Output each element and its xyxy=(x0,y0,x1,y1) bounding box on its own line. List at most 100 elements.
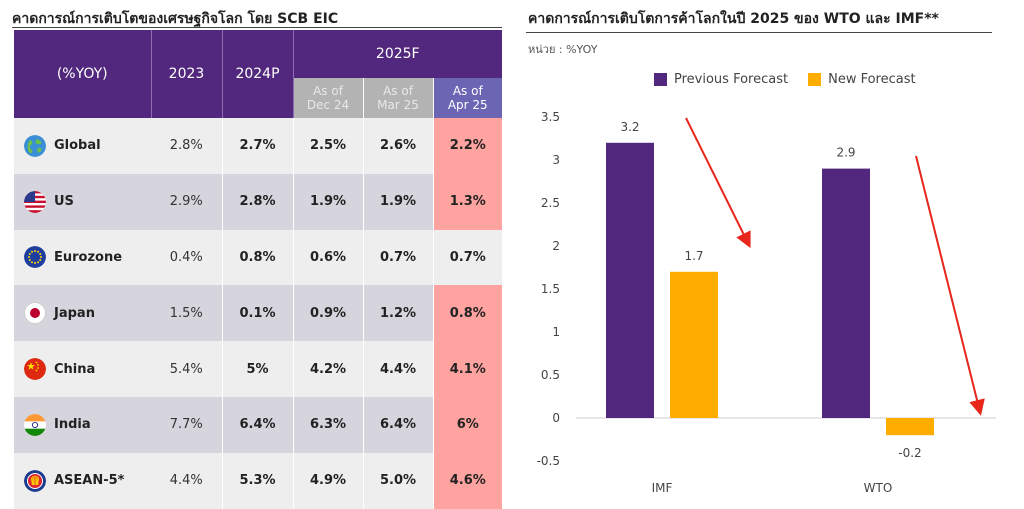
header-yoy-label: (%YOY) xyxy=(14,30,152,118)
gdp-forecast-table: (%YOY) 2023 2024P 2025F As of Dec 24 As … xyxy=(14,30,503,509)
value-2024p: 2.8% xyxy=(222,173,294,230)
legend-swatch-new xyxy=(808,73,822,86)
bar-wto-previous xyxy=(822,168,870,418)
y-tick-label: 2.5 xyxy=(541,196,560,210)
value-apr25: 0.7% xyxy=(433,229,503,286)
header-sub-line1: As of xyxy=(452,84,483,98)
value-2023: 4.4% xyxy=(151,452,223,509)
table-row: US 2.9% 2.8% 1.9% 1.9% 1.3% xyxy=(14,173,503,230)
value-mar25: 0.7% xyxy=(363,229,434,286)
table-title: คาดการณ์การเติบโตของเศรษฐกิจโลก โดย SCB … xyxy=(12,11,339,27)
value-mar25: 6.4% xyxy=(363,396,434,453)
title-divider xyxy=(12,27,502,28)
trade-bar-chart: 3.5 3 2.5 2 1.5 1 0.5 0 -0.5 3.2 2.9 1.7 -0.2 IMF WTO xyxy=(537,110,996,495)
value-dec24: 1.9% xyxy=(293,173,364,230)
y-tick-label: 1 xyxy=(552,325,560,339)
value-mar25: 2.6% xyxy=(363,118,434,174)
region-cell: China xyxy=(14,341,151,397)
value-2024p: 5% xyxy=(222,341,294,397)
legend-swatch-previous xyxy=(654,73,667,86)
header-2024p: 2024P xyxy=(222,30,294,118)
value-2023: 0.4% xyxy=(151,229,223,286)
arrow-imf-icon xyxy=(685,117,751,249)
y-tick-label: 3 xyxy=(552,153,560,167)
unit-label: หน่วย : %YOY xyxy=(528,43,598,56)
data-label: 3.2 xyxy=(620,120,639,134)
data-label: 1.7 xyxy=(684,249,703,263)
header-2023: 2023 xyxy=(151,30,223,118)
table-row: ASEAN-5* 4.4% 5.3% 4.9% 5.0% 4.6% xyxy=(14,452,503,509)
region-cell: India xyxy=(14,396,151,453)
header-sub-line2: Mar 25 xyxy=(377,98,419,112)
asean-flag-icon xyxy=(24,469,46,492)
region-name: India xyxy=(54,417,91,433)
data-label: 2.9 xyxy=(836,146,855,160)
region-cell: Japan xyxy=(14,285,151,342)
y-tick-label: 0.5 xyxy=(541,368,560,382)
bar-imf-new xyxy=(670,271,718,418)
legend-item-new: New Forecast xyxy=(808,72,916,87)
header-sub-line2: Dec 24 xyxy=(306,98,350,112)
globe-icon xyxy=(24,134,46,157)
value-2024p: 5.3% xyxy=(222,452,294,509)
value-dec24: 6.3% xyxy=(293,396,364,453)
legend-label: New Forecast xyxy=(828,72,916,87)
value-mar25: 1.9% xyxy=(363,173,434,230)
data-label: -0.2 xyxy=(898,446,921,460)
table-row: Japan 1.5% 0.1% 0.9% 1.2% 0.8% xyxy=(14,285,503,342)
y-tick-label: -0.5 xyxy=(537,454,560,468)
y-tick-label: 1.5 xyxy=(541,282,560,296)
region-name: US xyxy=(54,194,74,210)
value-mar25: 5.0% xyxy=(363,452,434,509)
value-2024p: 6.4% xyxy=(222,396,294,453)
header-2025f: 2025F xyxy=(375,46,420,62)
value-2023: 7.7% xyxy=(151,396,223,453)
arrow-wto-icon xyxy=(915,155,985,416)
legend-label: Previous Forecast xyxy=(674,72,789,87)
value-apr25: 4.1% xyxy=(433,341,503,397)
value-mar25: 1.2% xyxy=(363,285,434,342)
eu-flag-icon xyxy=(24,246,46,269)
header-as-of-apr25: As of Apr 25 xyxy=(433,78,503,118)
value-apr25: 2.2% xyxy=(433,118,503,174)
header-sub-line1: As of xyxy=(313,84,343,98)
header-as-of-dec24: As of Dec 24 xyxy=(293,78,364,118)
region-cell: Global xyxy=(14,118,151,174)
value-2024p: 0.8% xyxy=(222,229,294,286)
value-2024p: 0.1% xyxy=(222,285,294,342)
value-dec24: 4.9% xyxy=(293,452,364,509)
china-flag-icon xyxy=(24,358,46,381)
table-row: India 7.7% 6.4% 6.3% 6.4% 6% xyxy=(14,396,503,453)
value-2023: 5.4% xyxy=(151,341,223,397)
region-name: Global xyxy=(54,138,101,154)
chart-title: คาดการณ์การเติบโตการค้าโลกในปี 2025 ของ … xyxy=(528,11,939,27)
x-category-label: WTO xyxy=(864,481,893,495)
table-row: Global 2.8% 2.7% 2.5% 2.6% 2.2% xyxy=(14,118,503,174)
bar-imf-previous xyxy=(606,142,654,419)
region-name: Japan xyxy=(54,305,95,321)
value-dec24: 0.9% xyxy=(293,285,364,342)
region-cell: ASEAN-5* xyxy=(14,452,151,509)
value-dec24: 2.5% xyxy=(293,118,364,174)
y-tick-label: 3.5 xyxy=(541,110,560,124)
japan-flag-icon xyxy=(24,302,46,325)
region-name: China xyxy=(54,361,96,377)
us-flag-icon xyxy=(24,190,46,213)
value-apr25: 1.3% xyxy=(433,173,503,230)
value-2023: 1.5% xyxy=(151,285,223,342)
y-tick-label: 0 xyxy=(552,411,560,425)
table-row: China 5.4% 5% 4.2% 4.4% 4.1% xyxy=(14,341,503,397)
value-apr25: 0.8% xyxy=(433,285,503,342)
region-name: ASEAN-5* xyxy=(54,473,125,489)
value-dec24: 4.2% xyxy=(293,341,364,397)
region-name: Eurozone xyxy=(54,249,123,265)
value-dec24: 0.6% xyxy=(293,229,364,286)
x-category-label: IMF xyxy=(652,481,673,495)
value-apr25: 4.6% xyxy=(433,452,503,509)
legend-item-previous: Previous Forecast xyxy=(654,72,788,87)
y-tick-label: 2 xyxy=(552,239,560,253)
chart-legend: Previous Forecast New Forecast xyxy=(654,72,936,87)
gdp-forecast-panel: คาดการณ์การเติบโตของเศรษฐกิจโลก โดย SCB … xyxy=(12,0,504,509)
value-mar25: 4.4% xyxy=(363,341,434,397)
trade-forecast-panel: คาดการณ์การเติบโตการค้าโลกในปี 2025 ของ … xyxy=(526,0,1020,509)
